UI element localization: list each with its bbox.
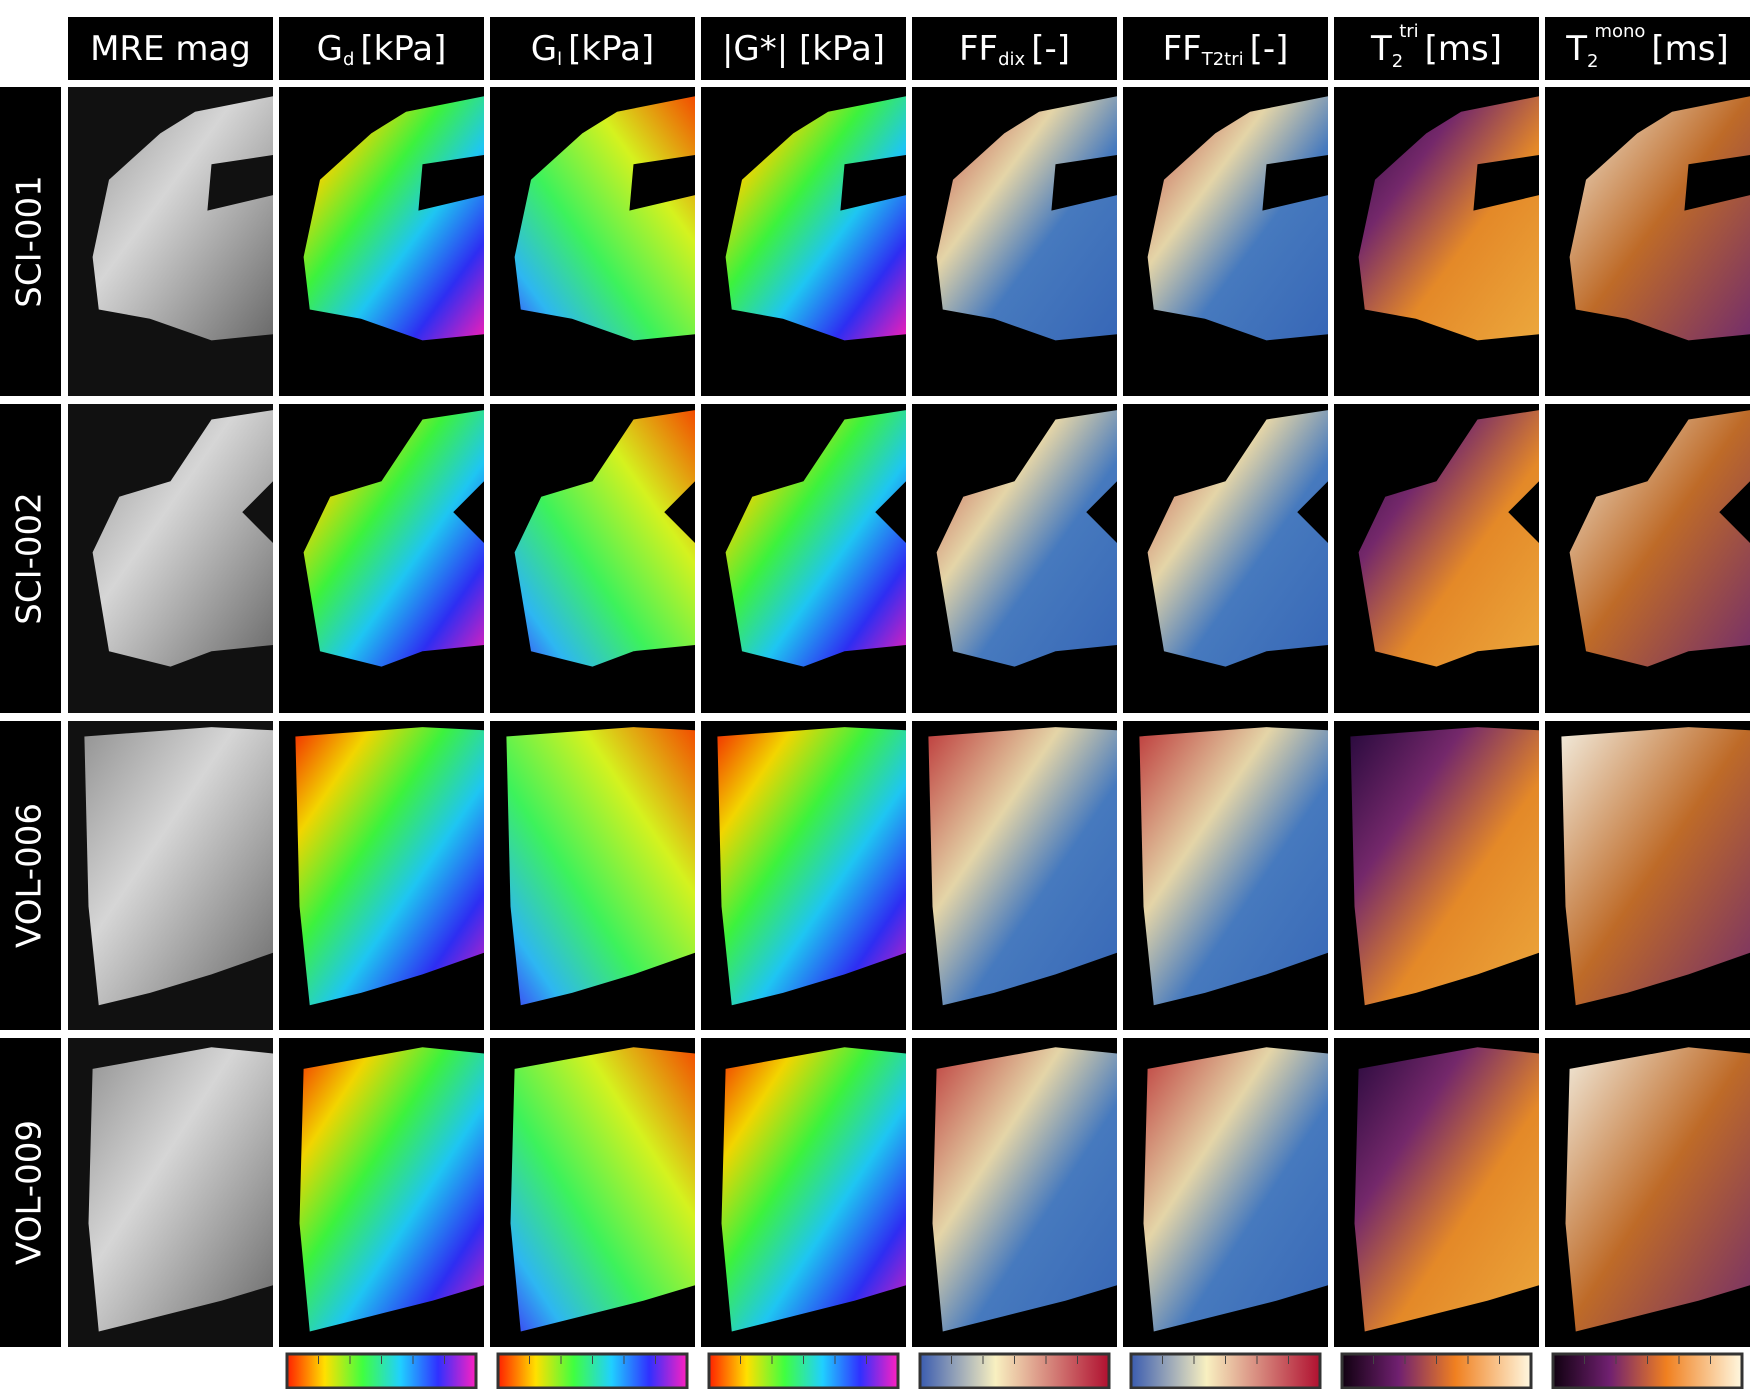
- header-box: [701, 17, 906, 80]
- header-sub: T2tri: [1201, 49, 1244, 70]
- tissue-map: [84, 727, 274, 1006]
- tissue-map: [1565, 1047, 1750, 1332]
- tissue-map: [1358, 96, 1539, 341]
- tissue-map: [936, 410, 1117, 667]
- tissue-map: [725, 410, 906, 667]
- tissue-map: [299, 1047, 484, 1332]
- tissue-map: [1561, 727, 1750, 1006]
- tissue-map: [88, 1047, 273, 1332]
- tissue-map: [717, 727, 906, 1006]
- header-base: FF: [959, 29, 998, 69]
- tissue-map: [936, 96, 1117, 341]
- header-sup: mono: [1594, 21, 1645, 42]
- tissue-map: [721, 1047, 906, 1332]
- tissue-map: [514, 410, 695, 667]
- tissue-map: [510, 1047, 695, 1332]
- header-base: MRE mag: [90, 29, 251, 69]
- header-sup: tri: [1399, 21, 1418, 42]
- tissue-map: [1139, 727, 1328, 1006]
- header-sub: 2: [1587, 51, 1598, 72]
- tissue-map: [514, 96, 695, 341]
- tissue-map: [303, 96, 484, 341]
- header-sub: d: [343, 49, 354, 70]
- tissue-map: [303, 410, 484, 667]
- header-sub: dix: [998, 49, 1025, 70]
- column-header: FFT2tri [-]: [1163, 29, 1289, 71]
- row-label: SCI-001: [10, 175, 50, 308]
- header-sub: 2: [1392, 51, 1403, 72]
- tissue-map: [92, 410, 273, 667]
- column-header: MRE mag: [90, 29, 251, 69]
- header-box: [912, 17, 1117, 80]
- tissue-map: [1143, 1047, 1328, 1332]
- header-base: |G*| [kPa]: [722, 29, 885, 69]
- header-box: [490, 17, 695, 80]
- tissue-map: [1358, 410, 1539, 667]
- header-unit: [ms]: [1651, 29, 1728, 69]
- header-unit: [-]: [1250, 29, 1289, 69]
- tissue-map: [506, 727, 695, 1006]
- tissue-map: [1147, 410, 1328, 667]
- tissue-map: [1354, 1047, 1539, 1332]
- column-header: Gd [kPa]: [317, 29, 447, 71]
- header-base: T: [1565, 29, 1587, 69]
- header-unit: [ms]: [1425, 29, 1502, 69]
- row-label-box: [0, 1038, 61, 1347]
- header-unit: [-]: [1031, 29, 1070, 69]
- header-box: [1334, 17, 1539, 80]
- header-base: FF: [1163, 29, 1202, 69]
- tissue-map: [1350, 727, 1539, 1006]
- tissue-map: [1569, 410, 1750, 667]
- tissue-map: [295, 727, 484, 1006]
- column-header: T2 tri [ms]: [1370, 21, 1502, 72]
- tissue-map: [1147, 96, 1328, 341]
- header-base: G: [317, 29, 343, 69]
- row-label: VOL-006: [10, 803, 50, 948]
- column-header: |G*| [kPa]: [722, 29, 885, 69]
- row-label-box: [0, 721, 61, 1030]
- header-box: [279, 17, 484, 80]
- column-header: Gl [kPa]: [531, 29, 654, 71]
- header-box: [1123, 17, 1328, 80]
- row-label-box: [0, 87, 61, 396]
- header-unit: [kPa]: [360, 29, 446, 69]
- row-label: VOL-009: [10, 1120, 50, 1265]
- tissue-map: [92, 96, 273, 341]
- header-box: [1545, 17, 1750, 80]
- header-base: T: [1370, 29, 1392, 69]
- tissue-map: [725, 96, 906, 341]
- tissue-map: [1569, 96, 1750, 341]
- row-label: SCI-002: [10, 492, 50, 625]
- header-base: G: [531, 29, 557, 69]
- column-header: T2 mono [ms]: [1565, 21, 1729, 72]
- header-box: [68, 17, 273, 80]
- tissue-map: [928, 727, 1117, 1006]
- row-label-box: [0, 404, 61, 713]
- header-sub: l: [557, 49, 562, 70]
- header-unit: [kPa]: [568, 29, 654, 69]
- column-header: FFdix [-]: [959, 29, 1070, 71]
- tissue-map: [932, 1047, 1117, 1332]
